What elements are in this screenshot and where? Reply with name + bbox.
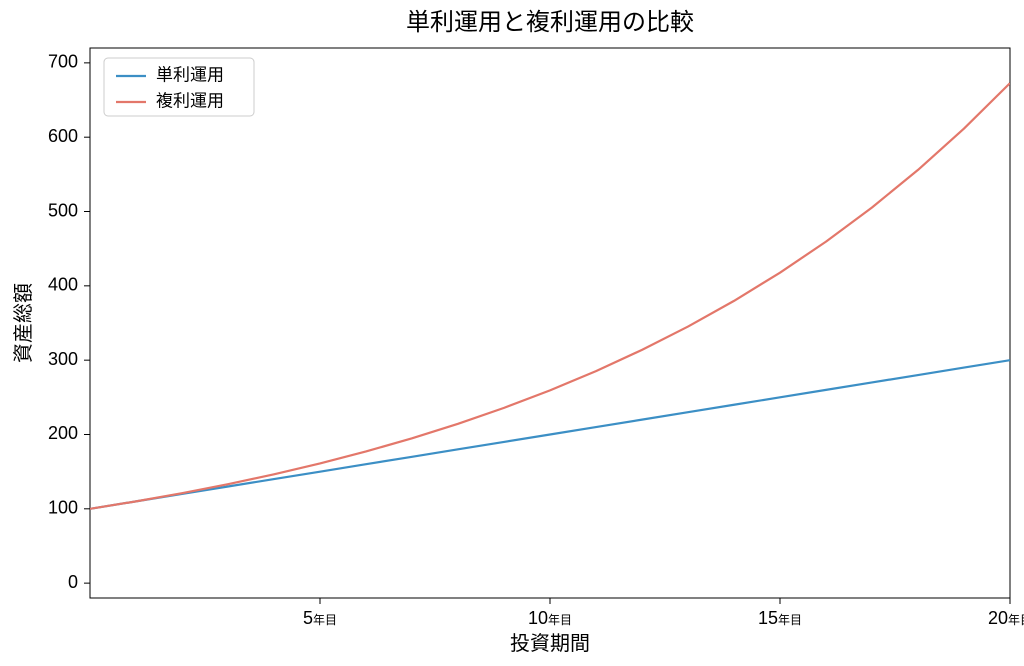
line-chart: 単利運用と複利運用の比較01002003004005006007005年目10年… <box>0 0 1024 666</box>
y-tick-label: 700 <box>48 52 78 72</box>
y-axis-label: 資産総額 <box>12 283 35 363</box>
x-axis-label: 投資期間 <box>510 632 590 655</box>
legend-label-1: 複利運用 <box>156 91 224 110</box>
chart-title: 単利運用と複利運用の比較 <box>406 9 694 36</box>
y-tick-label: 200 <box>48 423 78 443</box>
y-tick-label: 400 <box>48 275 78 295</box>
y-tick-label: 300 <box>48 349 78 369</box>
y-tick-label: 600 <box>48 126 78 146</box>
y-tick-label: 500 <box>48 200 78 220</box>
y-tick-label: 100 <box>48 498 78 518</box>
legend: 単利運用複利運用 <box>104 58 254 116</box>
chart-container: 単利運用と複利運用の比較01002003004005006007005年目10年… <box>0 0 1024 666</box>
y-tick-label: 0 <box>68 572 78 592</box>
legend-label-0: 単利運用 <box>156 65 224 84</box>
